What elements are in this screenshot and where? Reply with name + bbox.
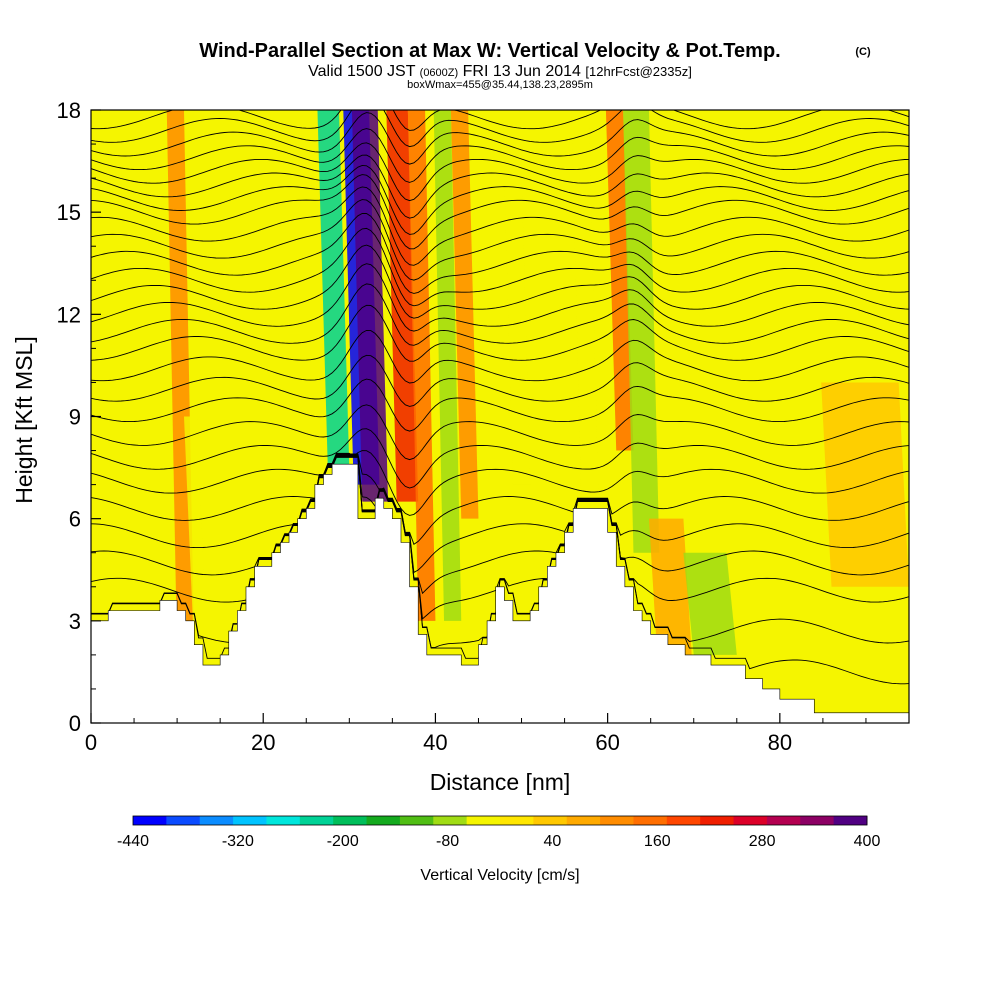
y-tick-label: 0	[69, 711, 81, 736]
theta-contours	[91, 110, 909, 685]
colorbar-swatch	[333, 816, 368, 825]
theta-contour-8	[91, 404, 909, 461]
w-feature-12	[183, 416, 208, 655]
y-tick-label: 12	[57, 302, 81, 327]
colorbar-tick-label: -440	[117, 833, 149, 850]
theta-contour-4	[91, 454, 909, 574]
theta-contour-7	[91, 428, 909, 489]
chart-title: Wind-Parallel Section at Max W: Vertical…	[199, 40, 780, 62]
colorbar-tick-label: -80	[436, 833, 459, 850]
theta-contour-2	[91, 455, 909, 620]
theta-contour-18	[91, 199, 909, 281]
plot-area	[91, 110, 909, 723]
y-axis-label: Height [Kft MSL]	[11, 336, 37, 503]
colorbar-label: Vertical Velocity [cm/s]	[420, 867, 579, 884]
colorbar-swatch	[566, 816, 601, 825]
theta-contour-15	[91, 244, 909, 319]
y-tick-label: 18	[57, 98, 81, 123]
colorbar-swatch	[800, 816, 835, 825]
theta-contour-12	[91, 304, 909, 362]
colorbar-swatch	[533, 816, 568, 825]
valid-date: FRI 13 Jun 2014	[463, 63, 581, 80]
colorbar-tick-label: -200	[327, 833, 359, 850]
theta-contour-14	[91, 263, 909, 332]
w-feature-5	[433, 110, 462, 621]
theta-contour-9	[91, 378, 909, 432]
colorbar-swatch	[366, 816, 401, 825]
x-tick-label: 60	[595, 730, 619, 755]
box-info: boxWmax=455@35.44,138.23,2895m	[407, 79, 593, 91]
x-tick-label: 80	[768, 730, 792, 755]
theta-contour-10	[91, 354, 909, 407]
w-feature-7	[502, 110, 531, 485]
colorbar-swatch	[766, 816, 801, 825]
y-tick-label: 6	[69, 507, 81, 532]
theta-contour-24	[91, 128, 909, 183]
w-feature-11	[166, 110, 195, 655]
theta-contour-20	[91, 174, 909, 250]
theta-contour-13	[91, 283, 909, 346]
theta-contour-25	[91, 112, 909, 165]
forecast-info: [12hrFcst@2335z]	[585, 64, 691, 79]
x-tick-label: 20	[251, 730, 275, 755]
colorbar-swatch	[433, 816, 468, 825]
theta-contour-3	[91, 454, 909, 595]
colorbar-swatch	[466, 816, 501, 825]
colorbar-swatch	[166, 816, 201, 825]
colorbar-swatch	[600, 816, 634, 825]
colorbar-swatch	[266, 816, 301, 825]
colorbar-tick-label: 280	[749, 833, 776, 850]
colorbar-swatch	[133, 816, 167, 825]
colorbar-swatch	[666, 816, 701, 825]
subtitle-valid: Valid 1500 JST (0600Z) FRI 13 Jun 2014 […	[308, 63, 692, 80]
colorbar-swatch	[199, 816, 234, 825]
x-tick-label: 0	[85, 730, 97, 755]
colorbar-tick-label: 40	[544, 833, 562, 850]
colorbar-swatch	[833, 816, 868, 825]
w-feature-10	[623, 110, 660, 553]
copyright-mark: (C)	[855, 46, 871, 58]
axis-ticks: 0 20 40 60 80 0 3 6 9 12 15 18	[57, 98, 867, 755]
y-tick-label: 9	[69, 405, 81, 430]
terrain-mask	[91, 463, 909, 723]
valid-utc: (0600Z)	[420, 67, 459, 79]
theta-contour-23	[91, 142, 909, 202]
theta-contour-6	[91, 450, 909, 516]
theta-contour-5	[91, 453, 909, 545]
w-feature-9	[605, 110, 634, 451]
colorbar-frame	[132, 815, 868, 826]
w-feature-14	[683, 552, 737, 655]
x-tick-label: 40	[423, 730, 447, 755]
colorbar-tick-label: 160	[644, 833, 671, 850]
y-tick-label: 15	[57, 200, 81, 225]
theta-contour-11	[91, 329, 909, 384]
colorbar-tick-label: -320	[222, 833, 254, 850]
colorbar-swatch	[233, 816, 267, 825]
theta-contour-27	[91, 110, 909, 131]
colorbar-swatch	[733, 816, 768, 825]
theta-contour-19	[91, 186, 909, 266]
colorbar-swatch	[399, 816, 434, 825]
theta-contour-22	[91, 154, 909, 219]
colorbar-swatch	[500, 816, 534, 825]
y-tick-label: 3	[69, 609, 81, 634]
w-feature-4	[407, 110, 436, 621]
colorbar-swatch	[700, 816, 735, 825]
theta-contour-17	[91, 213, 909, 294]
colorbar-swatch	[299, 816, 334, 825]
theta-contour-26	[91, 110, 909, 148]
w-feature-6	[450, 110, 479, 519]
colorbar: -440 -320 -200 -80 40 160 280 400	[117, 815, 881, 850]
colorbar-swatch	[633, 816, 668, 825]
theta-contour-16	[91, 227, 909, 307]
theta-contour-21	[91, 164, 909, 235]
x-axis-label: Distance [nm]	[430, 769, 571, 795]
valid-prefix: Valid 1500 JST	[308, 63, 416, 80]
colorbar-tick-label: 400	[854, 833, 881, 850]
